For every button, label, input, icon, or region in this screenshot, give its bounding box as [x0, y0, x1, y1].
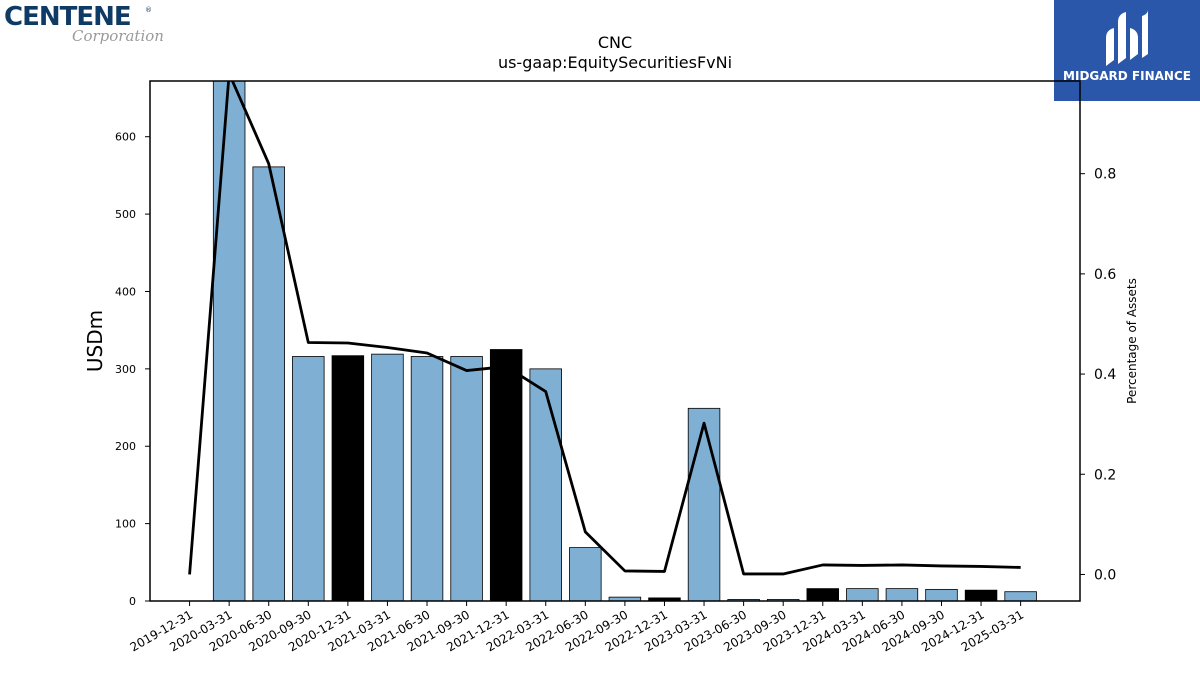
bar-2024-12-31 [964, 589, 998, 601]
percentage-line [188, 81, 1021, 576]
bar-2024-06-30 [885, 588, 919, 601]
bar-2020-03-31 [212, 81, 246, 601]
bar-2025-03-31 [1004, 591, 1037, 601]
logo-midgard-name: MIDGARD FINANCE [1063, 69, 1191, 83]
bar-2021-03-31 [371, 353, 404, 601]
y2-tick-label-0.8: 0.8 [1094, 167, 1116, 183]
y2-tick-label-0.6: 0.6 [1094, 267, 1116, 283]
plot-frame [149, 80, 1081, 602]
y-axis-label: USDm [83, 310, 107, 372]
bar-2022-09-30 [608, 596, 642, 601]
y-tick-label-0: 0 [129, 595, 136, 608]
bar-2023-06-30 [727, 599, 760, 601]
bar-2022-03-31 [529, 368, 562, 601]
midgard-finance-logo: MIDGARD FINANCE [1054, 0, 1200, 101]
y2-tick-label-0: 0.0 [1094, 567, 1116, 583]
y-tick-label-600: 600 [115, 131, 136, 144]
bar-2023-12-31 [806, 588, 840, 601]
centene-logo: CENTENE ® Corporation [4, 2, 179, 50]
bar-2021-06-30 [410, 356, 444, 601]
bar-2021-09-30 [450, 356, 483, 601]
bar-2023-09-30 [766, 599, 800, 601]
y-tick-label-100: 100 [115, 518, 136, 531]
bars-group [212, 81, 1037, 601]
y-tick-label-200: 200 [115, 440, 136, 453]
bar-2020-09-30 [292, 356, 325, 601]
bar-2020-06-30 [252, 166, 285, 601]
midgard-emblem-icon [1106, 10, 1148, 66]
bar-2020-12-31 [331, 355, 365, 601]
y2-axis-label: Percentage of Assets [1125, 278, 1139, 404]
logo-company-name: CENTENE [4, 2, 132, 32]
y-tick-label-500: 500 [115, 208, 136, 221]
chart-subtitle: us-gaap:EquitySecuritiesFvNi [498, 53, 732, 72]
logo-company-subtitle: Corporation [72, 27, 164, 45]
bar-2021-12-31 [489, 349, 523, 601]
y-tick-label-300: 300 [115, 363, 136, 376]
bar-2024-03-31 [846, 588, 879, 601]
bar-2023-03-31 [687, 407, 721, 601]
bar-2022-12-31 [648, 597, 681, 601]
bar-2022-06-30 [569, 547, 602, 601]
logo-registered-mark: ® [145, 6, 152, 14]
y2-tick-label-0.2: 0.2 [1094, 467, 1116, 483]
line-group [188, 81, 1021, 576]
y-tick-label-400: 400 [115, 285, 136, 298]
chart-title: CNC [598, 33, 632, 52]
y2-tick-label-0.4: 0.4 [1094, 367, 1116, 383]
bar-2024-09-30 [925, 588, 958, 601]
